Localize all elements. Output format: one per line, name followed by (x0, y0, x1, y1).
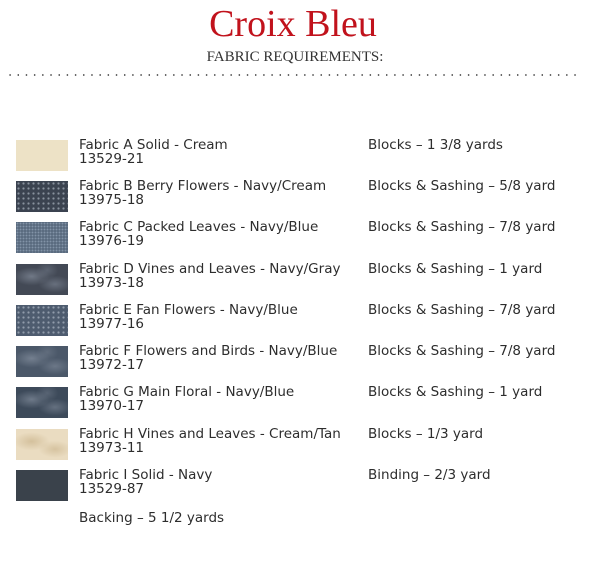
fabric-name: Fabric F Flowers and Birds - Navy/Blue (79, 343, 338, 359)
fabric-name: Fabric H Vines and Leaves - Cream/Tan (79, 426, 341, 442)
fabric-requirement: Blocks – 1/3 yard (368, 426, 484, 442)
fabric-row: Fabric G Main Floral - Navy/Blue 13970-1… (0, 384, 600, 419)
fabric-row: Fabric D Vines and Leaves - Navy/Gray 13… (0, 261, 600, 296)
fabric-requirement: Blocks & Sashing – 1 yard (368, 261, 543, 277)
dotted-divider (6, 74, 582, 76)
fabric-name: Fabric B Berry Flowers - Navy/Cream (79, 178, 327, 194)
fabric-sku: 13973-11 (79, 440, 144, 456)
fabric-row: Fabric E Fan Flowers - Navy/Blue 13977-1… (0, 302, 600, 337)
fabric-swatch (16, 346, 68, 377)
fabric-name: Fabric E Fan Flowers - Navy/Blue (79, 302, 298, 318)
fabric-sku: 13973-18 (79, 275, 144, 291)
fabric-name: Fabric I Solid - Navy (79, 467, 213, 483)
fabric-sku: 13970-17 (79, 398, 144, 414)
fabric-name: Fabric D Vines and Leaves - Navy/Gray (79, 261, 341, 277)
fabric-sku: 13529-21 (79, 151, 144, 167)
fabric-requirement: Blocks & Sashing – 5/8 yard (368, 178, 556, 194)
fabric-swatch (16, 140, 68, 171)
fabric-swatch (16, 429, 68, 460)
fabric-swatch (16, 305, 68, 336)
fabric-swatch (16, 264, 68, 295)
fabric-row: Fabric H Vines and Leaves - Cream/Tan 13… (0, 426, 600, 461)
fabric-name: Fabric A Solid - Cream (79, 137, 228, 153)
fabric-row: Fabric I Solid - Navy 13529-87 Binding –… (0, 467, 600, 502)
fabric-sku: 13529-87 (79, 481, 144, 497)
fabric-row: Fabric C Packed Leaves - Navy/Blue 13976… (0, 219, 600, 254)
page-subtitle: FABRIC REQUIREMENTS: (206, 49, 384, 65)
fabric-row: Fabric B Berry Flowers - Navy/Cream 1397… (0, 178, 600, 213)
fabric-sku: 13976-19 (79, 233, 144, 249)
fabric-sku: 13975-18 (79, 192, 144, 208)
fabric-requirement: Blocks & Sashing – 7/8 yard (368, 343, 556, 359)
fabric-row: Fabric A Solid - Cream 13529-21 Blocks –… (0, 137, 600, 172)
fabric-sku: 13977-16 (79, 316, 144, 332)
fabric-swatch (16, 470, 68, 501)
fabric-sku: 13972-17 (79, 357, 144, 373)
fabric-swatch (16, 181, 68, 212)
fabric-requirement: Blocks & Sashing – 7/8 yard (368, 219, 556, 235)
fabric-row: Fabric F Flowers and Birds - Navy/Blue 1… (0, 343, 600, 378)
fabric-name: Fabric C Packed Leaves - Navy/Blue (79, 219, 319, 235)
fabric-name: Fabric G Main Floral - Navy/Blue (79, 384, 295, 400)
fabric-swatch (16, 387, 68, 418)
backing-requirement: Backing – 5 1/2 yards (79, 510, 225, 526)
fabric-requirement: Blocks & Sashing – 1 yard (368, 384, 543, 400)
page-title: Croix Bleu (209, 3, 377, 45)
fabric-swatch (16, 222, 68, 253)
fabric-requirement: Blocks – 1 3/8 yards (368, 137, 503, 153)
fabric-requirement: Binding – 2/3 yard (368, 467, 491, 483)
fabric-requirement: Blocks & Sashing – 7/8 yard (368, 302, 556, 318)
